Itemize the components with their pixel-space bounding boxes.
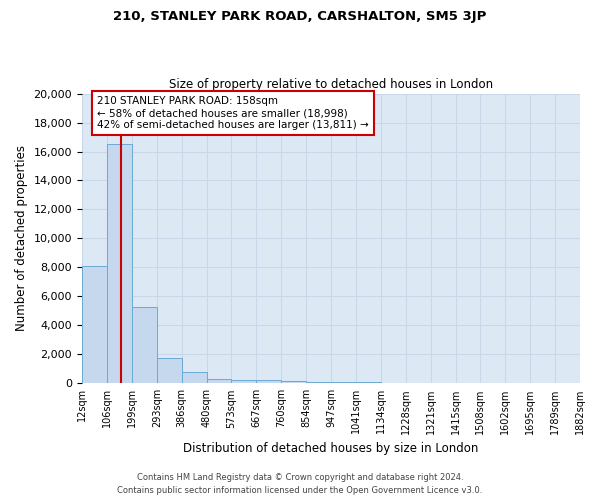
Text: 210 STANLEY PARK ROAD: 158sqm
← 58% of detached houses are smaller (18,998)
42% : 210 STANLEY PARK ROAD: 158sqm ← 58% of d… — [97, 96, 368, 130]
Bar — [381, 382, 406, 384]
Bar — [281, 381, 306, 384]
Bar — [306, 382, 331, 384]
Bar — [107, 144, 132, 384]
Bar — [331, 382, 356, 384]
Y-axis label: Number of detached properties: Number of detached properties — [15, 146, 28, 332]
Bar — [406, 382, 431, 384]
Bar — [256, 380, 281, 384]
Bar — [157, 358, 182, 384]
Title: Size of property relative to detached houses in London: Size of property relative to detached ho… — [169, 78, 493, 91]
Text: Contains HM Land Registry data © Crown copyright and database right 2024.
Contai: Contains HM Land Registry data © Crown c… — [118, 474, 482, 495]
Bar — [206, 379, 232, 384]
Bar — [232, 380, 256, 384]
Bar — [132, 306, 157, 384]
X-axis label: Distribution of detached houses by size in London: Distribution of detached houses by size … — [183, 442, 479, 455]
Bar — [356, 382, 381, 384]
Bar — [82, 266, 107, 384]
Text: 210, STANLEY PARK ROAD, CARSHALTON, SM5 3JP: 210, STANLEY PARK ROAD, CARSHALTON, SM5 … — [113, 10, 487, 23]
Bar — [182, 372, 206, 384]
